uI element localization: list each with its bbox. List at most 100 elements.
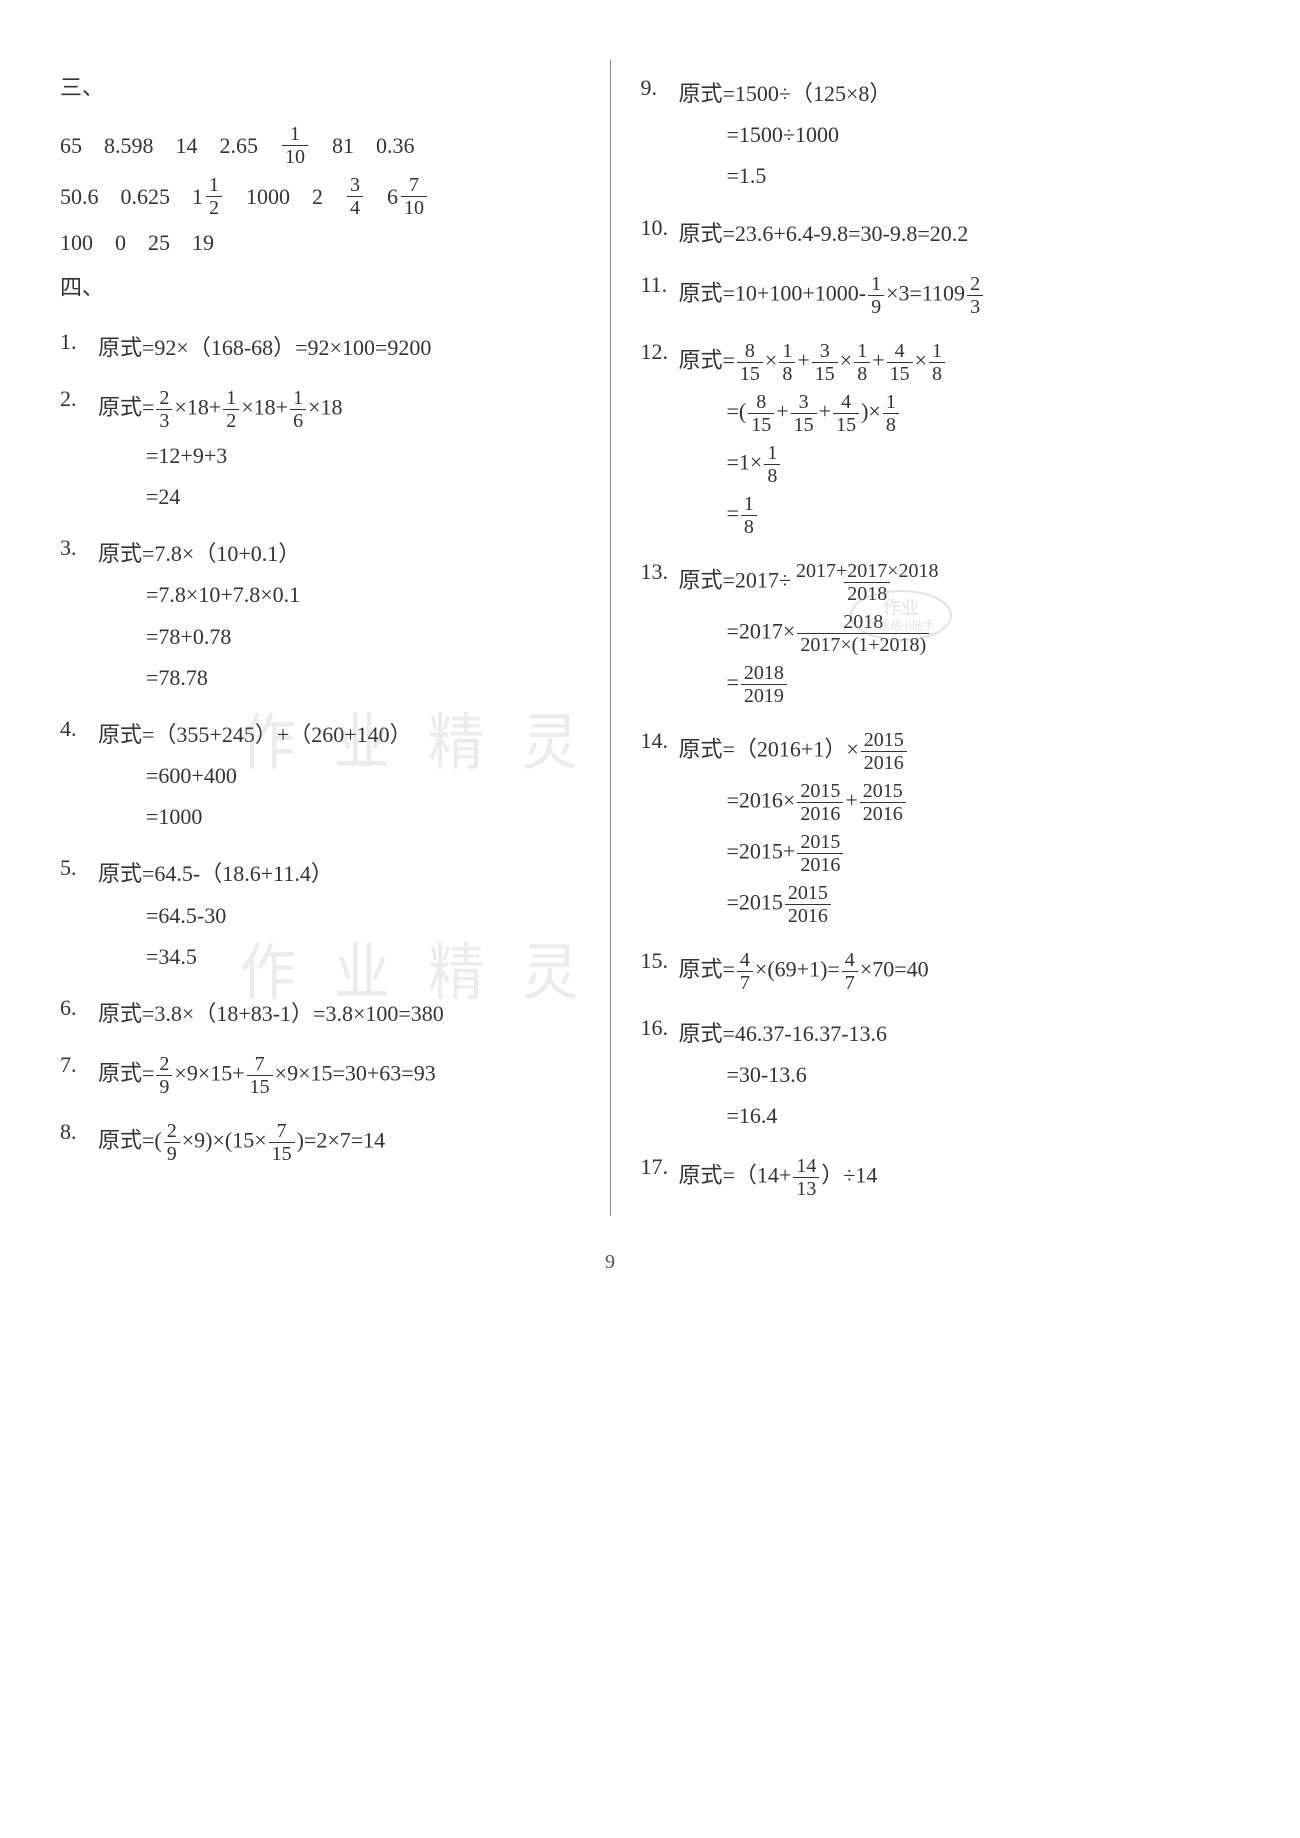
solution-step: =2017×20182017×(1+2018) — [679, 611, 1161, 656]
problem-body: 原式=7.8×（10+0.1）=7.8×10+7.8×0.1=78+0.78=7… — [98, 530, 580, 701]
problem-number: 11. — [641, 267, 679, 302]
solution-step: =78+0.78 — [98, 619, 580, 654]
answer-value: 25 — [148, 225, 170, 260]
solution-step: =64.5-30 — [98, 898, 580, 933]
problem: 15.原式=47×(69+1)=47×70=40 — [641, 943, 1161, 1000]
column-divider — [610, 60, 611, 1216]
answer-value: 0.36 — [376, 128, 415, 163]
section-4-heading: 四、 — [60, 270, 580, 305]
solution-step: 原式=2017÷2017+2017×20182018 — [679, 560, 1161, 605]
section-3-heading: 三、 — [60, 70, 580, 105]
answer-value: 110 — [280, 123, 310, 168]
problem-body: 原式=64.5-（18.6+11.4） =64.5-30 =34.5 — [98, 850, 580, 980]
solution-step: =201520152016 — [679, 882, 1161, 927]
solution-step: =18 — [679, 493, 1161, 538]
page-number: 9 — [60, 1246, 1160, 1278]
solution-step: 原式=815×18+315×18+415×18 — [679, 340, 1161, 385]
problem-number: 12. — [641, 334, 679, 369]
section-4-right-problems: 9.原式=1500÷（125×8）=1500÷1000=1.510.原式=23.… — [641, 70, 1161, 1206]
problem-body: 原式=(29×9)×(15×715)=2×7=14 — [98, 1114, 580, 1171]
problem-body: 原式=47×(69+1)=47×70=40 — [679, 943, 1161, 1000]
solution-step: 原式=23.6+6.4-9.8=30-9.8=20.2 — [679, 216, 1161, 251]
solution-step: =1.5 — [679, 158, 1161, 193]
problem: 13.原式=2017÷2017+2017×20182018=2017×20182… — [641, 554, 1161, 713]
problem-number: 6. — [60, 990, 98, 1025]
problem-number: 8. — [60, 1114, 98, 1149]
problem: 8.原式=(29×9)×(15×715)=2×7=14 — [60, 1114, 580, 1171]
section-3-row-1: 65 8.598 14 2.65 110 81 0.36 — [60, 123, 580, 168]
solution-step: 原式=29×9×15+715×9×15=30+63=93 — [98, 1053, 580, 1098]
answer-value: 2 — [312, 179, 323, 214]
problem-number: 1. — [60, 324, 98, 359]
problem: 6.原式=3.8×（18+83-1）=3.8×100=380 — [60, 990, 580, 1037]
problem: 1.原式=92×（168-68）=92×100=9200 — [60, 324, 580, 371]
problem-body: 原式=（14+1413）÷14 — [679, 1149, 1161, 1206]
problem-body: 原式=10+100+1000-19×3=110923 — [679, 267, 1161, 324]
problem-number: 15. — [641, 943, 679, 978]
problem-body: 原式=3.8×（18+83-1）=3.8×100=380 — [98, 990, 580, 1037]
solution-step: 原式=92×（168-68）=92×100=9200 — [98, 330, 580, 365]
problem: 14.原式=（2016+1）×20152016=2016×20152016+20… — [641, 723, 1161, 933]
solution-step: 原式=46.37-16.37-13.6 — [679, 1016, 1161, 1051]
solution-step: =1×18 — [679, 442, 1161, 487]
answer-value: 112 — [192, 174, 224, 219]
problem-body: 原式=2017÷2017+2017×20182018 =2017×20182017… — [679, 554, 1161, 713]
problem-number: 7. — [60, 1047, 98, 1082]
left-column: 三、 65 8.598 14 2.65 110 81 0.36 50.6 0.625 112 10… — [60, 60, 580, 1216]
problem: 17.原式=（14+1413）÷14 — [641, 1149, 1161, 1206]
problem: 4.原式=（355+245）+（260+140）=600+400=1000 — [60, 711, 580, 841]
solution-step: 原式=64.5-（18.6+11.4） — [98, 856, 580, 891]
section-3-row-3: 100 0 25 19 — [60, 225, 580, 260]
problem-body: 原式=1500÷（125×8）=1500÷1000=1.5 — [679, 70, 1161, 200]
answer-value: 8.598 — [104, 128, 154, 163]
problem-number: 14. — [641, 723, 679, 758]
solution-step: 原式=（355+245）+（260+140） — [98, 717, 580, 752]
problem-body: 原式=815×18+315×18+415×18 =(815+315+415)×18… — [679, 334, 1161, 544]
solution-step: 原式=3.8×（18+83-1）=3.8×100=380 — [98, 996, 580, 1031]
solution-step: 原式=(29×9)×(15×715)=2×7=14 — [98, 1120, 580, 1165]
two-column-layout: 三、 65 8.598 14 2.65 110 81 0.36 50.6 0.625 112 10… — [60, 60, 1160, 1216]
problem-number: 9. — [641, 70, 679, 105]
solution-step: =34.5 — [98, 939, 580, 974]
solution-step: =600+400 — [98, 758, 580, 793]
page-container: 作 业 精 灵 作 业 精 灵 作业 作业帮小助手 三、 658.598142.… — [60, 60, 1160, 1278]
problem-number: 2. — [60, 381, 98, 416]
solution-step: =16.4 — [679, 1098, 1161, 1133]
solution-step: 原式=23×18+12×18+16×18 — [98, 387, 580, 432]
solution-step: =(815+315+415)×18 — [679, 391, 1161, 436]
solution-step: =12+9+3 — [98, 438, 580, 473]
problem-number: 16. — [641, 1010, 679, 1045]
solution-step: 原式=（14+1413）÷14 — [679, 1155, 1161, 1200]
problem-body: 原式=29×9×15+715×9×15=30+63=93 — [98, 1047, 580, 1104]
problem-number: 4. — [60, 711, 98, 746]
problem-body: 原式=23×18+12×18+16×18 =12+9+3 =24 — [98, 381, 580, 520]
solution-step: 原式=7.8×（10+0.1） — [98, 536, 580, 571]
problem: 5.原式=64.5-（18.6+11.4） =64.5-30 =34.5 — [60, 850, 580, 980]
section-3-row-2: 50.60.62511210002346710 — [60, 174, 580, 219]
answer-value: 0.625 — [121, 179, 171, 214]
solution-step: =24 — [98, 479, 580, 514]
answer-value: 19 — [192, 225, 214, 260]
answer-value: 14 — [176, 128, 198, 163]
section-4-left-problems: 1.原式=92×（168-68）=92×100=92002.原式=23×18+1… — [60, 324, 580, 1172]
solution-step: 原式=1500÷（125×8） — [679, 76, 1161, 111]
problem: 3.原式=7.8×（10+0.1）=7.8×10+7.8×0.1=78+0.78… — [60, 530, 580, 701]
problem: 16.原式=46.37-16.37-13.6 =30-13.6 =16.4 — [641, 1010, 1161, 1140]
problem-number: 5. — [60, 850, 98, 885]
answer-value: 2.65 — [220, 128, 259, 163]
answer-value: 65 — [60, 128, 82, 163]
answer-value: 50.6 — [60, 179, 99, 214]
answer-value: 6710 — [387, 174, 429, 219]
answer-value: 100 — [60, 225, 93, 260]
solution-step: =20182019 — [679, 662, 1161, 707]
answer-value: 81 — [332, 128, 354, 163]
solution-step: =30-13.6 — [679, 1057, 1161, 1092]
right-column: 9.原式=1500÷（125×8）=1500÷1000=1.510.原式=23.… — [641, 60, 1161, 1216]
solution-step: =2015+20152016 — [679, 831, 1161, 876]
problem-body: 原式=（2016+1）×20152016=2016×20152016+20152… — [679, 723, 1161, 933]
problem: 2.原式=23×18+12×18+16×18 =12+9+3 =24 — [60, 381, 580, 520]
answer-value: 0 — [115, 225, 126, 260]
problem: 11.原式=10+100+1000-19×3=110923 — [641, 267, 1161, 324]
problem-body: 原式=23.6+6.4-9.8=30-9.8=20.2 — [679, 210, 1161, 257]
problem-body: 原式=（355+245）+（260+140）=600+400=1000 — [98, 711, 580, 841]
